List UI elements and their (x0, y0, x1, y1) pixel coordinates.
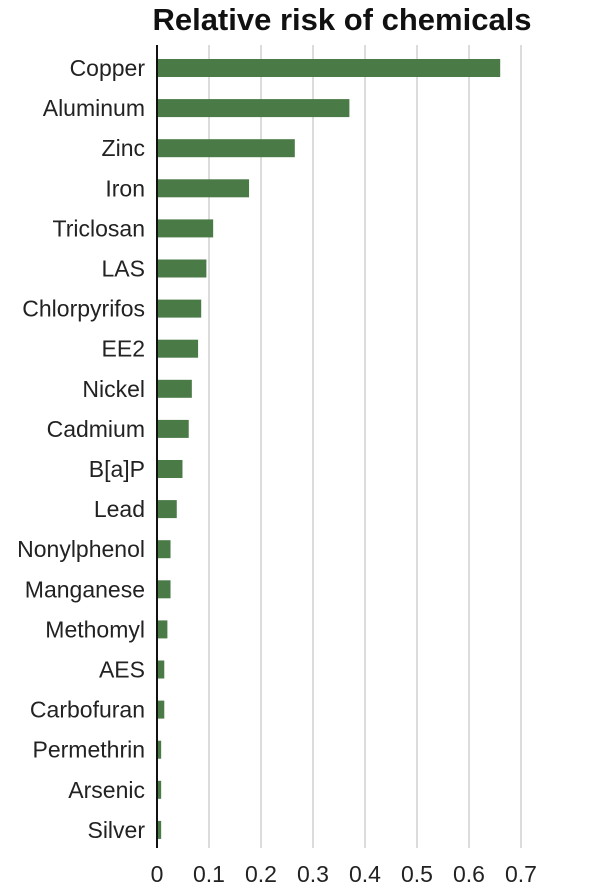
bar (157, 139, 295, 158)
category-label: Lead (94, 496, 145, 522)
bar (157, 580, 171, 599)
category-label: Methomyl (45, 616, 145, 642)
bar (157, 259, 207, 278)
bar (157, 99, 350, 118)
category-label: Iron (105, 175, 145, 201)
category-label: LAS (102, 256, 145, 282)
category-label: Chlorpyrifos (22, 296, 145, 322)
bar (157, 620, 168, 639)
category-label: Permethrin (33, 737, 145, 763)
bar (157, 219, 214, 238)
category-label: Carbofuran (30, 697, 145, 723)
category-label: Nonylphenol (17, 536, 145, 562)
category-label: Cadmium (47, 416, 145, 442)
category-label: B[a]P (89, 456, 145, 482)
x-tick-label: 0.4 (349, 861, 381, 887)
category-label: AES (99, 657, 145, 683)
gridlines (208, 45, 522, 848)
bar (157, 700, 165, 719)
x-tick-label: 0 (151, 861, 164, 887)
bar (157, 339, 199, 358)
x-tick-label: 0.7 (505, 861, 537, 887)
category-labels: Copper Aluminum Zinc Iron Triclosan LAS Chlorp… (17, 55, 145, 843)
bar (157, 299, 202, 318)
bar (157, 540, 171, 559)
x-tick-label: 0.2 (245, 861, 277, 887)
bar (157, 59, 501, 77)
bar (157, 660, 165, 679)
category-label: Manganese (25, 576, 145, 602)
x-tick-label: 0.5 (401, 861, 433, 887)
x-tick-label: 0.3 (297, 861, 329, 887)
x-tick-labels: 0 0.1 0.2 0.3 0.4 0.5 0.6 0.7 (151, 861, 537, 887)
bar (157, 419, 189, 438)
category-label: Zinc (102, 135, 145, 161)
category-label: Triclosan (53, 215, 145, 241)
bars (157, 59, 501, 839)
category-label: Nickel (82, 376, 145, 402)
bar (157, 379, 192, 398)
category-label: Silver (87, 817, 145, 843)
x-tick-label: 0.6 (453, 861, 485, 887)
category-label: Copper (70, 55, 146, 81)
category-label: Arsenic (68, 777, 145, 803)
bar (157, 500, 177, 519)
chart-title: Relative risk of chemicals (152, 2, 531, 37)
x-tick-label: 0.1 (193, 861, 225, 887)
bar (157, 179, 250, 198)
bar (157, 460, 183, 478)
category-label: Aluminum (43, 95, 145, 121)
category-label: EE2 (102, 336, 145, 362)
bar (157, 740, 162, 759)
bar (157, 780, 162, 799)
bar (157, 820, 162, 839)
